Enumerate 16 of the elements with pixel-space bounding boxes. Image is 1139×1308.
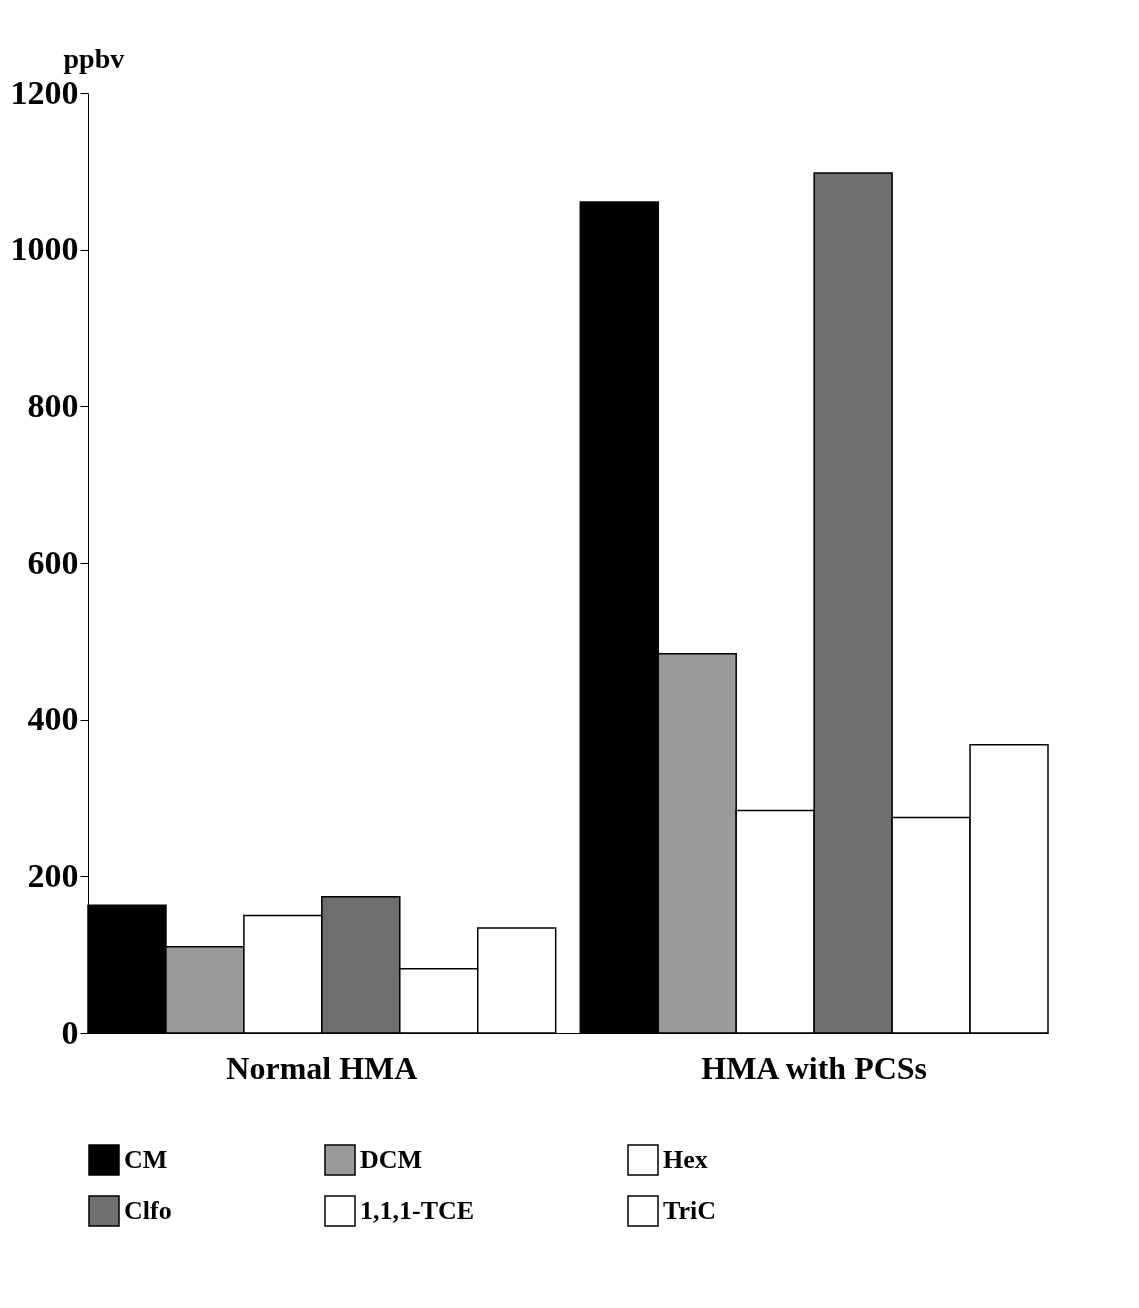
x-tick-label: HMA with PCSs [701,1049,928,1086]
y-tick-label: 400 [27,700,79,738]
y-tick-label: 600 [27,543,79,581]
legend-label: CM [124,1145,168,1174]
y-axis-title: ppbv [63,42,125,74]
y-tick-label: 1200 [10,73,79,111]
legend-label: Hex [663,1145,708,1174]
legend-label: 1,1,1-TCE [360,1196,475,1225]
y-tick-label: 800 [27,386,79,424]
legend-label: Clfo [124,1196,172,1225]
y-tick-label: 0 [61,1013,79,1051]
y-tick-label: 1000 [10,230,79,268]
x-tick-label: Normal HMA [226,1049,418,1086]
legend-label: DCM [360,1145,423,1174]
y-tick-label: 200 [27,856,79,894]
legend-label: TriC [663,1196,716,1225]
